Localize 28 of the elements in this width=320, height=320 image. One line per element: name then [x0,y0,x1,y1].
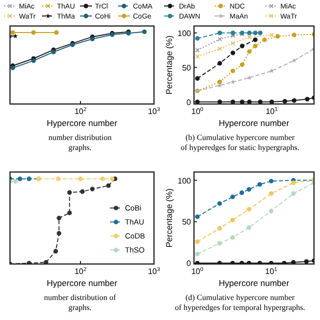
x-axis-title: Hypercore number [46,278,118,288]
x-tick-label: 10$^{1}$ [266,107,278,116]
y-tick-label: 0 [186,98,192,107]
x-tick-label: 10$^{0}$ [191,267,204,276]
y-tick-label: 0 [186,259,192,268]
x-axis-title: Hypercore number [218,278,290,288]
x-axis-title: Hypercore number [218,118,290,128]
y-axis-title: Percentage (%) [164,188,174,248]
text: of hyperedges for static hypergraphs. [180,143,300,152]
text: graphs. [68,143,92,152]
x-tick-label: 10$^{1}$ [265,267,278,276]
text: (d) Cumulative hypercore number [185,293,295,302]
x-tick-label: 10$^{3}$ [148,107,160,116]
y-axis-title: Percentage (%) [164,35,174,95]
x-tick-label: 10$^{2}$ [74,267,86,276]
text: graphs. [68,303,92,312]
y-tick-label: 100 [178,176,192,186]
x-axis-title: Hypercore number [46,118,118,128]
y-tick-label: 50 [182,63,192,72]
x-tick-label: 10$^{2}$ [74,107,86,116]
text: number distribution of [44,293,116,302]
text: of hyperedges for temporal hypergraphs. [174,303,306,312]
x-tick-label: 10$^{0}$ [191,107,204,116]
text: number distribution [48,133,112,142]
text: (b) Cumulative hypercore number [185,133,295,142]
x-tick-label: 10$^{3}$ [148,267,160,276]
y-tick-label: 100 [178,28,192,38]
y-tick-label: 50 [182,218,192,227]
